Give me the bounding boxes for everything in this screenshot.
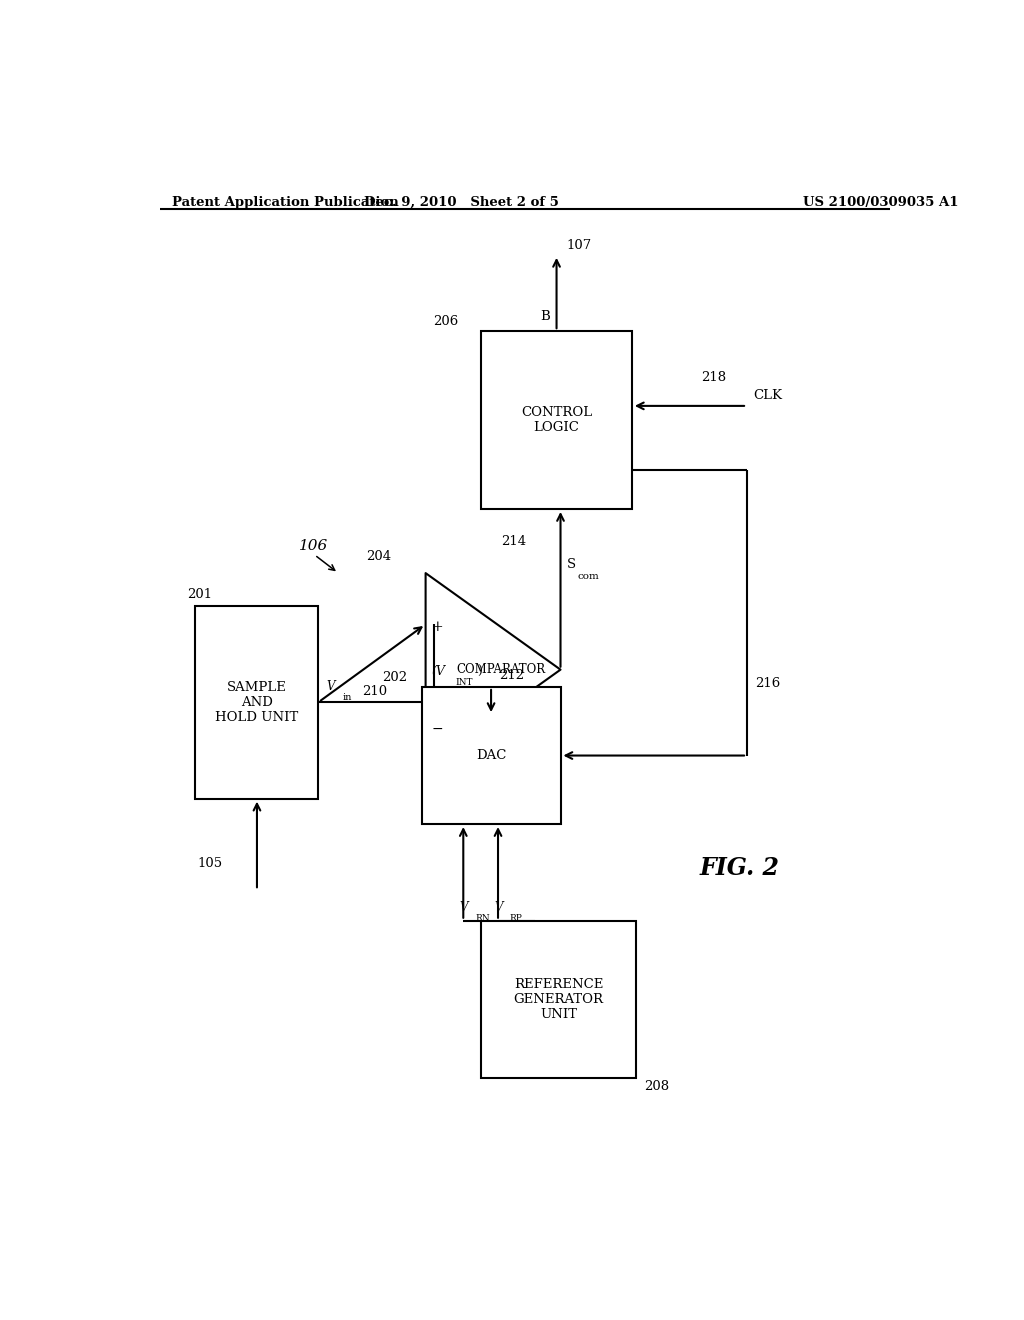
Text: CONTROL
LOGIC: CONTROL LOGIC (521, 407, 592, 434)
Text: 216: 216 (755, 677, 780, 690)
Text: 107: 107 (566, 239, 591, 252)
Text: 106: 106 (299, 539, 328, 553)
Text: 214: 214 (501, 535, 526, 548)
Text: B: B (541, 310, 551, 323)
Text: 212: 212 (499, 669, 524, 682)
Text: 210: 210 (362, 685, 387, 698)
Text: 201: 201 (187, 587, 213, 601)
Bar (422, 686, 560, 824)
Text: CLK: CLK (754, 389, 782, 401)
Bar (481, 921, 636, 1078)
Text: V: V (460, 900, 468, 913)
Text: com: com (578, 572, 600, 581)
Bar (481, 331, 632, 510)
Text: US 2100/0309035 A1: US 2100/0309035 A1 (803, 195, 958, 209)
Text: REFERENCE
GENERATOR
UNIT: REFERENCE GENERATOR UNIT (513, 978, 603, 1020)
Text: INT: INT (456, 678, 473, 686)
Text: 208: 208 (644, 1081, 669, 1093)
Text: in: in (342, 693, 351, 702)
Text: V: V (327, 680, 335, 693)
Text: V: V (494, 900, 503, 913)
Text: Patent Application Publication: Patent Application Publication (172, 195, 398, 209)
Text: ): ) (477, 665, 481, 677)
Text: Dec. 9, 2010   Sheet 2 of 5: Dec. 9, 2010 Sheet 2 of 5 (364, 195, 559, 209)
Text: RN: RN (475, 913, 489, 923)
Text: S: S (567, 558, 575, 572)
Text: 202: 202 (382, 671, 408, 684)
Text: (V: (V (431, 665, 445, 677)
Text: +: + (432, 620, 443, 634)
Text: COMPARATOR: COMPARATOR (457, 663, 546, 676)
Text: −: − (432, 722, 443, 735)
Text: FIG. 2: FIG. 2 (699, 855, 779, 880)
Bar (196, 606, 318, 799)
Text: 206: 206 (433, 315, 459, 329)
Text: RP: RP (510, 913, 523, 923)
Text: DAC: DAC (476, 748, 506, 762)
Text: 218: 218 (701, 371, 726, 384)
Text: 204: 204 (367, 550, 391, 562)
Text: SAMPLE
AND
HOLD UNIT: SAMPLE AND HOLD UNIT (215, 681, 299, 723)
Text: 105: 105 (198, 857, 222, 870)
